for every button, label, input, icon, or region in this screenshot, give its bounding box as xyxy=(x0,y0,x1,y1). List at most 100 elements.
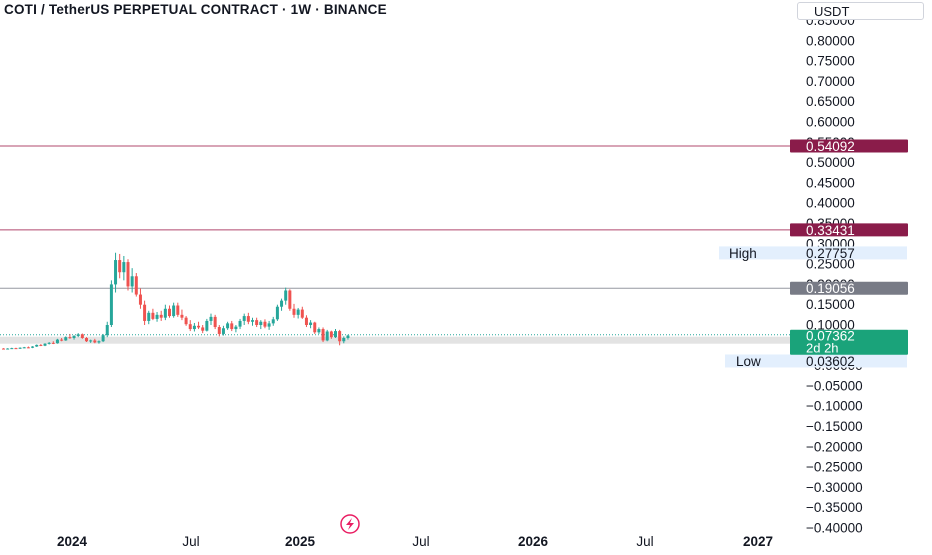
candle-body[interactable] xyxy=(217,327,221,334)
candle-body[interactable] xyxy=(325,331,329,341)
high-label: High xyxy=(729,246,757,261)
candle-body[interactable] xyxy=(267,323,271,327)
candle-body[interactable] xyxy=(246,316,250,322)
candle-body[interactable] xyxy=(76,334,80,336)
high-value: 0.27757 xyxy=(806,246,855,261)
candle-body[interactable] xyxy=(313,322,317,333)
candle-body[interactable] xyxy=(118,260,122,273)
candle-body[interactable] xyxy=(238,320,242,327)
candle-body[interactable] xyxy=(309,322,313,325)
candle-body[interactable] xyxy=(226,323,230,329)
candle-body[interactable] xyxy=(280,300,284,307)
candle-body[interactable] xyxy=(201,327,205,331)
candle-body[interactable] xyxy=(172,305,176,317)
candle-body[interactable] xyxy=(85,337,88,342)
candle-body[interactable] xyxy=(122,262,126,273)
current-price-label: 0.07362 xyxy=(806,329,855,344)
candle-body[interactable] xyxy=(288,290,292,309)
candle-body[interactable] xyxy=(304,317,308,325)
candle-body[interactable] xyxy=(64,337,68,341)
candle-body[interactable] xyxy=(22,347,26,349)
candle-body[interactable] xyxy=(97,341,101,343)
low-value: 0.03602 xyxy=(806,354,855,369)
candle-body[interactable] xyxy=(114,260,118,285)
candle-body[interactable] xyxy=(329,331,333,338)
candle-body[interactable] xyxy=(321,329,325,341)
candle-body[interactable] xyxy=(55,339,59,344)
candle-body[interactable] xyxy=(180,314,184,318)
candle-body[interactable] xyxy=(6,348,10,350)
candle-body[interactable] xyxy=(342,337,346,342)
candle-body[interactable] xyxy=(192,325,196,330)
candle-body[interactable] xyxy=(31,346,35,348)
candle-body[interactable] xyxy=(263,321,267,327)
candle-body[interactable] xyxy=(35,344,39,347)
candle-body[interactable] xyxy=(47,342,51,344)
candle-body[interactable] xyxy=(184,317,188,325)
candle-body[interactable] xyxy=(68,337,72,339)
candle-body[interactable] xyxy=(60,339,64,341)
candle-body[interactable] xyxy=(39,344,43,346)
y-tick-label: −0.30000 xyxy=(806,480,863,495)
candle-body[interactable] xyxy=(101,335,105,342)
candle-body[interactable] xyxy=(259,321,263,325)
candle-body[interactable] xyxy=(26,347,30,349)
candle-body[interactable] xyxy=(2,348,5,350)
candle-body[interactable] xyxy=(213,316,217,328)
candle-body[interactable] xyxy=(284,290,288,301)
y-tick-label: −0.10000 xyxy=(806,399,863,414)
x-tick-label: 2025 xyxy=(285,534,316,549)
candle-body[interactable] xyxy=(255,320,259,325)
candle-body[interactable] xyxy=(126,262,130,287)
candle-body[interactable] xyxy=(242,316,246,321)
candle-body[interactable] xyxy=(205,320,209,331)
candle-body[interactable] xyxy=(72,335,76,338)
y-tick-label: −0.05000 xyxy=(806,378,863,393)
candle-body[interactable] xyxy=(300,309,304,318)
candle-body[interactable] xyxy=(234,326,238,330)
candle-body[interactable] xyxy=(151,312,155,319)
candle-body[interactable] xyxy=(14,348,18,350)
candle-body[interactable] xyxy=(209,316,213,321)
candle-body[interactable] xyxy=(10,348,14,350)
candle-body[interactable] xyxy=(163,308,167,318)
candle-body[interactable] xyxy=(51,342,55,344)
candle-body[interactable] xyxy=(251,320,254,322)
candle-body[interactable] xyxy=(159,314,163,318)
candle-body[interactable] xyxy=(271,319,275,324)
candle-body[interactable] xyxy=(176,305,180,315)
candle-body[interactable] xyxy=(93,340,97,343)
candle-body[interactable] xyxy=(143,304,147,321)
candle-body[interactable] xyxy=(168,308,171,317)
candle-body[interactable] xyxy=(105,325,109,336)
candle-body[interactable] xyxy=(43,343,47,346)
candle-body[interactable] xyxy=(346,335,350,338)
candle-body[interactable] xyxy=(221,328,225,334)
candle-body[interactable] xyxy=(138,294,142,305)
high-marker-bg xyxy=(719,246,907,260)
candle-body[interactable] xyxy=(338,331,342,342)
candle-body[interactable] xyxy=(130,276,134,287)
candle-body[interactable] xyxy=(147,312,151,321)
y-tick-label: 0.45000 xyxy=(806,175,855,190)
level-label: 0.33431 xyxy=(806,223,855,238)
candle-body[interactable] xyxy=(334,331,337,338)
candle-body[interactable] xyxy=(109,284,113,325)
candle-body[interactable] xyxy=(80,334,84,338)
candle-body[interactable] xyxy=(188,324,192,330)
candle-body[interactable] xyxy=(197,325,201,328)
candle-body[interactable] xyxy=(230,323,234,330)
currency-selector[interactable]: USDT xyxy=(797,2,924,20)
candle-body[interactable] xyxy=(134,276,138,295)
candle-body[interactable] xyxy=(275,306,279,320)
candle-body[interactable] xyxy=(292,308,296,315)
candle-body[interactable] xyxy=(18,347,22,349)
candle-body[interactable] xyxy=(155,314,159,319)
flash-icon-bolt xyxy=(346,518,354,530)
candle-body[interactable] xyxy=(317,329,321,333)
candle-body[interactable] xyxy=(89,340,93,342)
candle-body[interactable] xyxy=(296,309,300,315)
plot-area[interactable] xyxy=(0,0,790,530)
